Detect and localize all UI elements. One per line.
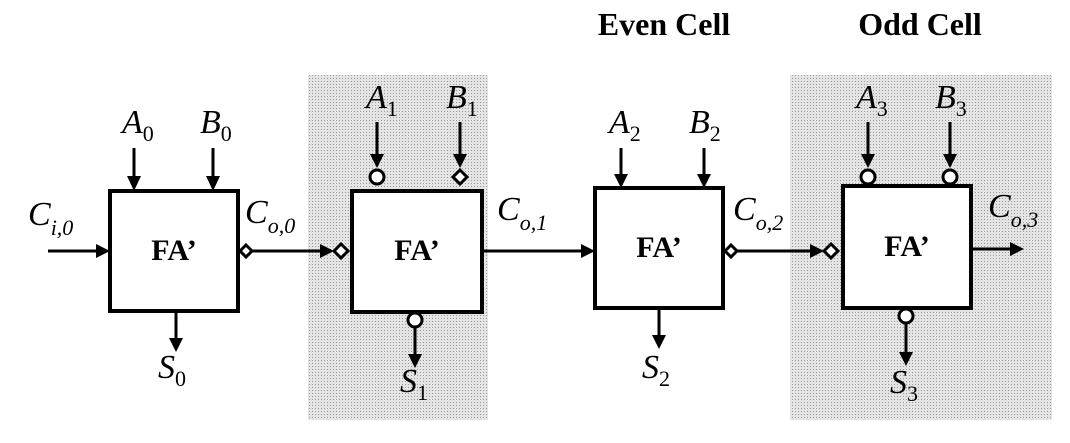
full-adder-cell-3: FA’ A3 B3 S3 bbox=[841, 79, 973, 406]
a2-label: A2 bbox=[607, 104, 641, 146]
even-cell-heading: Even Cell bbox=[598, 6, 731, 42]
full-adder-cell-0: FA’ A0 B0 S0 bbox=[108, 104, 240, 391]
full-adder-cell-2: FA’ A2 B2 S2 bbox=[593, 104, 725, 391]
s1-label: S1 bbox=[400, 363, 428, 405]
a0-label: A0 bbox=[120, 104, 154, 146]
carry-o0-label: Co,0 bbox=[245, 194, 295, 238]
s2-label: S2 bbox=[642, 349, 670, 391]
s3-label: S3 bbox=[890, 364, 918, 406]
carry-in-label: Ci,0 bbox=[28, 196, 73, 240]
fa-label-3: FA’ bbox=[884, 230, 930, 263]
fa-label-2: FA’ bbox=[636, 231, 682, 264]
fa-label-1: FA’ bbox=[394, 234, 440, 267]
carry-o1-label: Co,1 bbox=[497, 191, 547, 235]
b3-label: B3 bbox=[935, 79, 967, 121]
b1-label: B1 bbox=[446, 79, 478, 121]
b2-label: B2 bbox=[689, 104, 721, 146]
full-adder-cell-1: FA’ A1 B1 S1 bbox=[350, 79, 484, 405]
odd-cell-heading: Odd Cell bbox=[858, 6, 982, 42]
s0-label: S0 bbox=[158, 349, 186, 391]
b0-label: B0 bbox=[200, 104, 232, 146]
a1-label: A1 bbox=[364, 79, 398, 121]
carry-o2-label: Co,2 bbox=[733, 191, 783, 235]
carry-o3-label: Co,3 bbox=[988, 188, 1038, 232]
fa-label-0: FA’ bbox=[151, 234, 197, 267]
a3-label: A3 bbox=[854, 79, 888, 121]
